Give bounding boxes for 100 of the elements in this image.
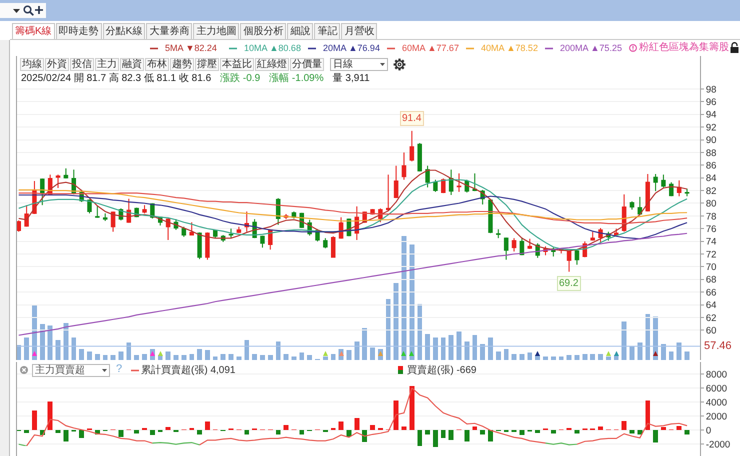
candlestick (520, 237, 524, 256)
bar (362, 430, 368, 442)
bar (110, 355, 116, 360)
bar (527, 352, 532, 360)
bar (284, 425, 288, 430)
candlestick (669, 182, 674, 197)
bar (496, 351, 501, 360)
bar (118, 351, 124, 360)
y-tick-label: 62 (706, 312, 716, 324)
y-tick-label: 96 (706, 97, 716, 108)
annotation: 主力買賣超 (35, 365, 85, 376)
y-tick-label: 64 (706, 300, 716, 312)
candlestick (417, 142, 422, 172)
bar (56, 430, 60, 433)
candlestick (182, 226, 186, 238)
y-tick-label: 76 (706, 224, 716, 235)
bar (299, 430, 304, 434)
y-tick-label: 74 (706, 236, 716, 248)
bar (299, 352, 304, 360)
candlestick (228, 228, 234, 238)
bar (637, 430, 642, 434)
annotation: 2025/02/24 開 81.7 高 82.3 低 81.1 收 81.6 (21, 72, 212, 85)
legend-label: 200MA ▲75.25 (560, 43, 622, 53)
bar (433, 430, 438, 447)
candlestick (574, 248, 580, 266)
candlestick (102, 212, 108, 222)
bar (598, 426, 603, 430)
candlestick (205, 232, 210, 260)
candlestick (566, 250, 572, 272)
annotation: 外資 (45, 58, 69, 71)
bar (394, 400, 399, 430)
bar (142, 354, 147, 360)
candlestick (472, 172, 478, 192)
candlestick (330, 236, 336, 258)
bar (354, 418, 360, 430)
candlestick (17, 220, 21, 232)
legend-label: 累計買賣超(張) 4,091 (141, 364, 236, 377)
text: 大量券商 (146, 23, 192, 39)
bar (370, 425, 375, 430)
candlestick (504, 237, 508, 260)
candlestick (402, 152, 406, 180)
bar (488, 430, 493, 442)
candlestick (87, 198, 92, 214)
bar (220, 354, 226, 360)
annotation: 融資 (120, 58, 144, 71)
y-tick-label: 2000 (706, 411, 728, 422)
bar (354, 341, 360, 360)
annotation: 漲跌 -0.9 (220, 72, 260, 85)
bar (661, 344, 666, 360)
y-tick-label: 90 (706, 135, 716, 146)
annotation: 69.2 (559, 278, 579, 289)
bar (236, 356, 242, 360)
bar (464, 341, 470, 360)
bar (102, 355, 108, 360)
candlestick (323, 238, 328, 249)
bar (464, 430, 470, 442)
bar (166, 351, 171, 360)
bar (197, 430, 202, 434)
candlestick (236, 226, 242, 234)
bar (480, 430, 486, 434)
bar (448, 430, 454, 440)
bar (291, 356, 296, 360)
legend-label: 20MA ▲76.94 (323, 43, 380, 53)
candlestick (56, 174, 60, 189)
bar (543, 356, 548, 360)
bar (425, 334, 430, 360)
bar (142, 428, 147, 430)
bar (433, 338, 438, 360)
candlestick (110, 210, 116, 232)
candlestick (95, 205, 100, 218)
bar (17, 345, 22, 360)
candlestick (410, 130, 414, 162)
dropdown-box: 主力買賣超 (32, 364, 110, 377)
bar (676, 342, 682, 360)
legend-label: 40MA ▲78.52 (481, 43, 538, 53)
text: 筆記 (314, 23, 340, 39)
candlestick (448, 169, 454, 196)
bar (118, 430, 124, 438)
candlestick (630, 200, 634, 210)
bar (590, 354, 596, 360)
y-tick-label: 80 (706, 198, 716, 210)
bar (417, 430, 422, 446)
bar (630, 346, 634, 360)
bar (378, 428, 383, 430)
bar (24, 430, 30, 433)
text: 籌碼K線 (12, 23, 55, 39)
bar (661, 427, 666, 430)
text: 主力地圖 (193, 23, 240, 39)
candlestick (684, 188, 690, 197)
candlestick (496, 228, 501, 239)
candlestick (142, 204, 147, 214)
bar (456, 331, 462, 360)
candlestick (645, 174, 650, 212)
bar (79, 430, 84, 438)
bar (56, 340, 60, 360)
line-series (18, 194, 688, 240)
bar (566, 428, 572, 430)
bar (48, 325, 53, 360)
bar (425, 430, 430, 434)
legend-label: 60MA ▲77.67 (402, 43, 459, 53)
